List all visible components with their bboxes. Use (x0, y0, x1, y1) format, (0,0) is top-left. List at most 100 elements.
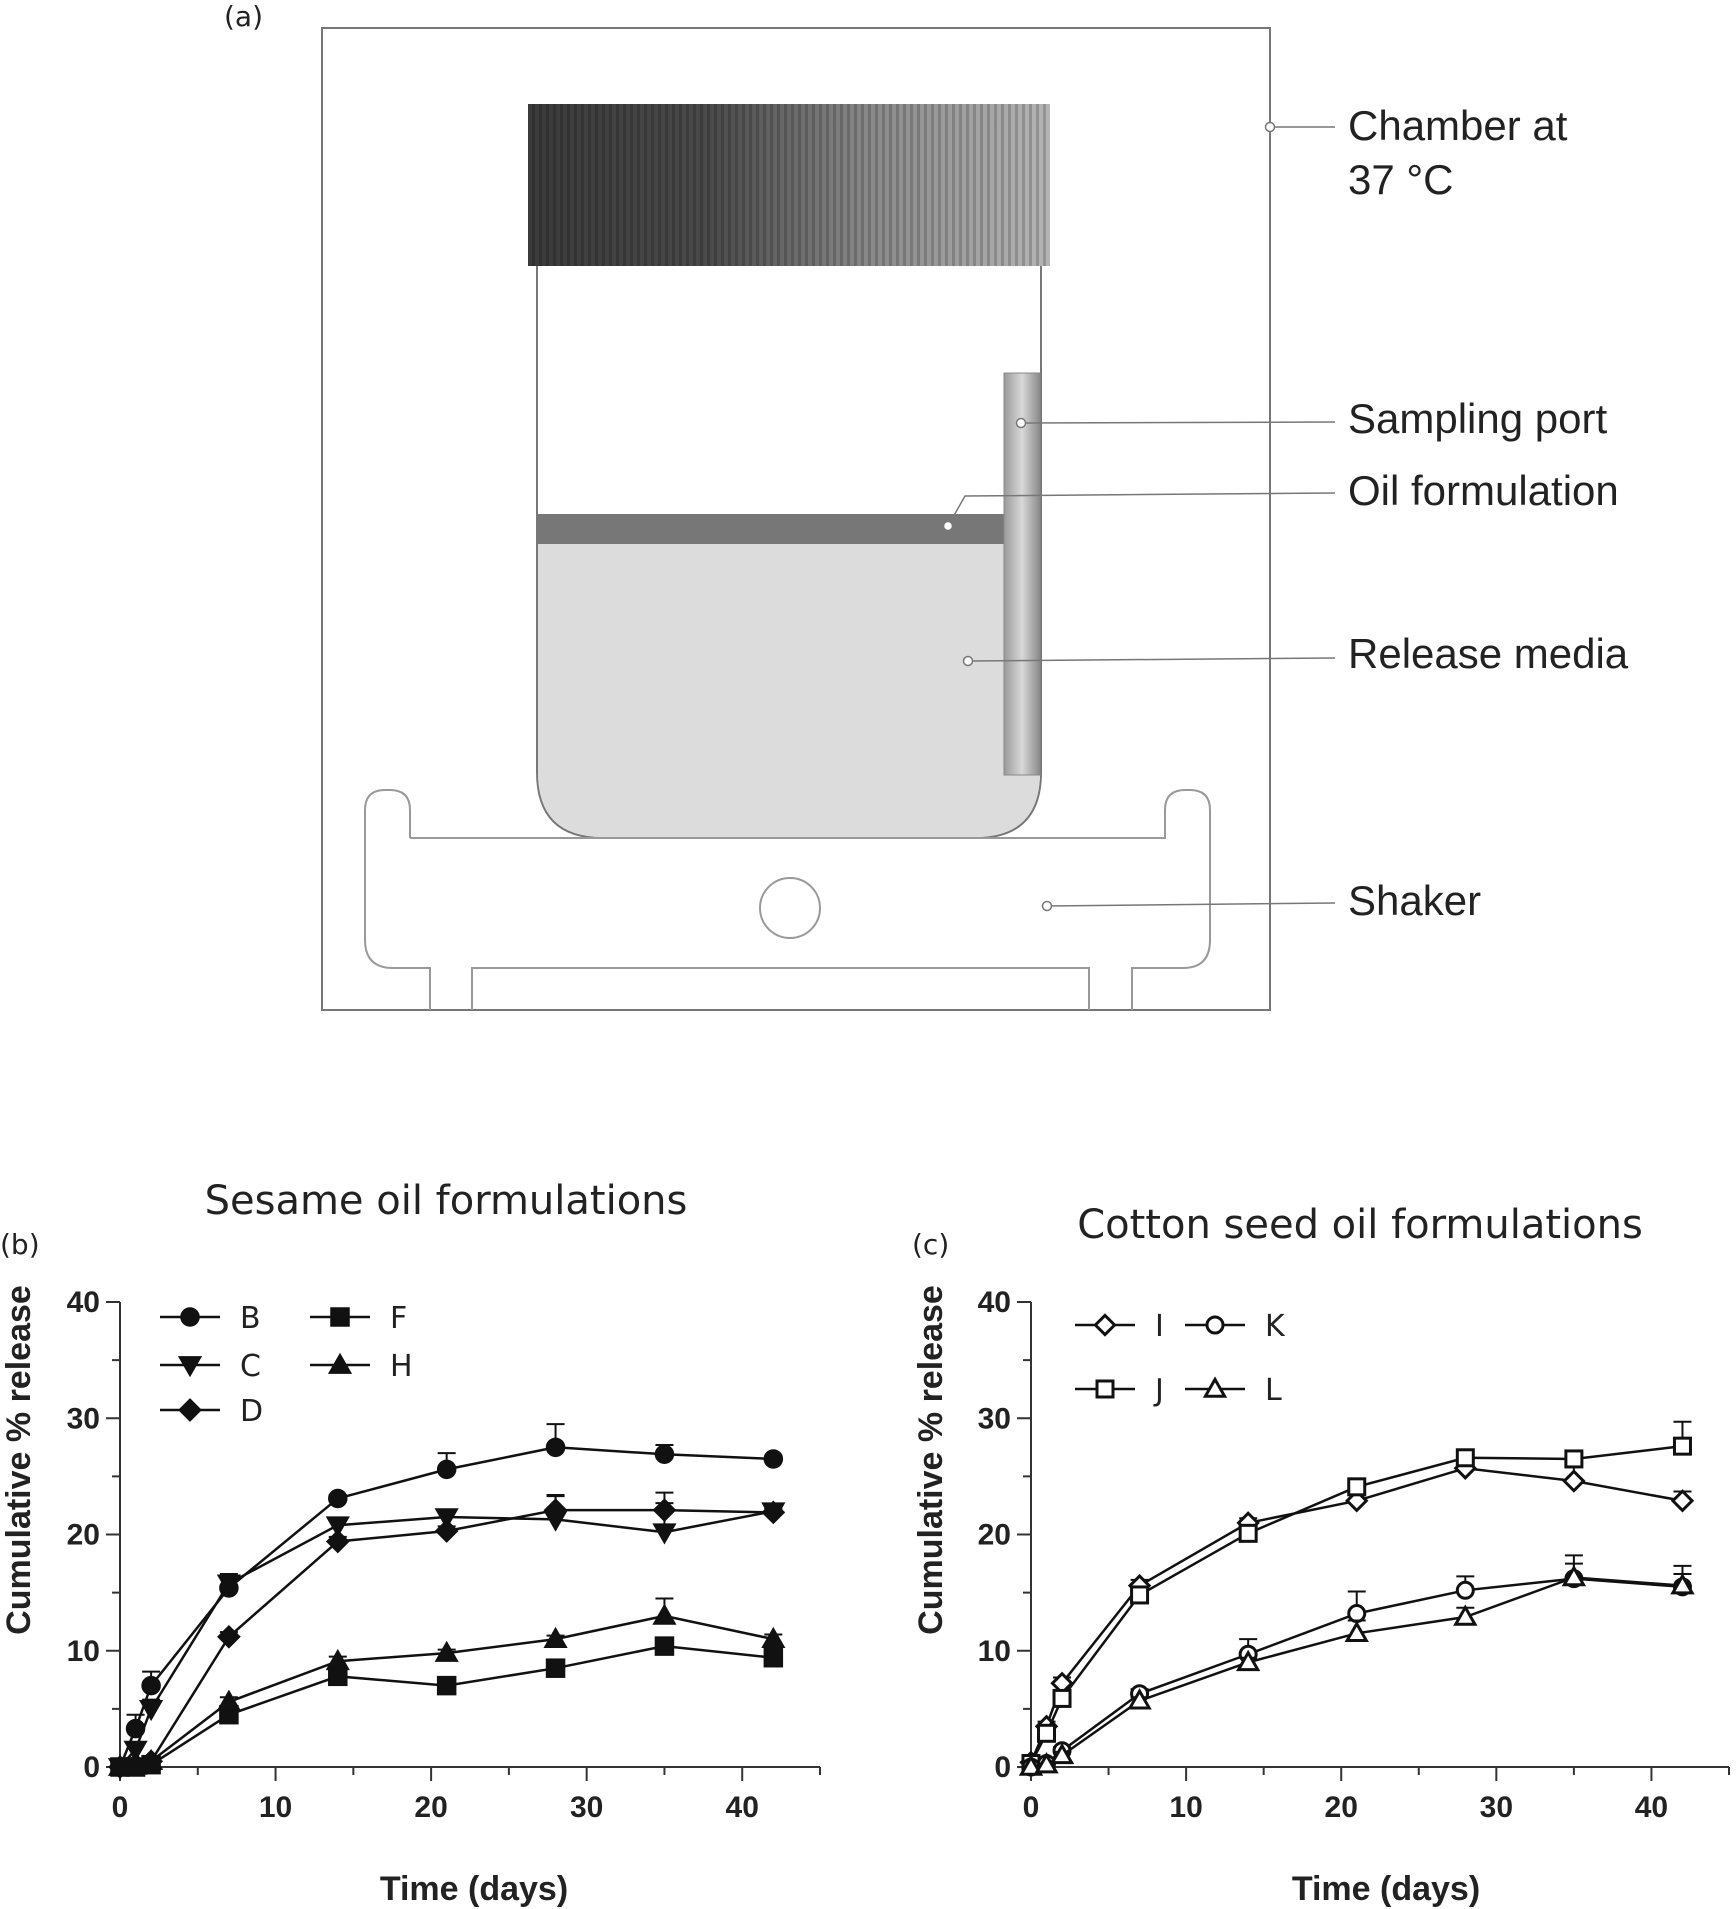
data-point (543, 1498, 568, 1522)
x-tick-label: 0 (112, 1791, 129, 1824)
legend-label: H (390, 1349, 413, 1384)
data-point (216, 1574, 241, 1596)
data-point (763, 1449, 784, 1469)
data-point (328, 1488, 348, 1509)
legend-label: C (240, 1349, 261, 1384)
legend-entry-H: H (310, 1349, 413, 1384)
data-point (1235, 1649, 1261, 1672)
label-release-media: Release media (1348, 630, 1629, 677)
data-point (652, 1498, 677, 1522)
y-tick-label: 40 (67, 1286, 100, 1319)
release-media-region (538, 543, 1040, 837)
data-point (1238, 1523, 1258, 1543)
y-tick-label: 20 (978, 1519, 1011, 1552)
series-K (1021, 1554, 1692, 1777)
data-point (1127, 1688, 1152, 1710)
shaker-outline (364, 789, 1211, 1010)
data-point (139, 1700, 164, 1722)
data-point (1455, 1580, 1475, 1600)
x-tick-label: 0 (1023, 1791, 1040, 1824)
legend-entry-J: J (1075, 1373, 1164, 1408)
legend-entry-K: K (1185, 1309, 1286, 1344)
legend-marker (178, 1398, 202, 1422)
y-tick-label: 30 (67, 1402, 100, 1435)
data-point (1037, 1723, 1057, 1743)
data-point (325, 1516, 350, 1538)
data-point (141, 1675, 161, 1696)
data-point (1564, 1449, 1584, 1469)
chart-cotton-seed-oil: Cotton seed oil formulations (c) Cumulat… (912, 1202, 1730, 1908)
legend-marker (1095, 1379, 1115, 1399)
label-sampling-port: Sampling port (1348, 395, 1607, 442)
legend-marker (180, 1307, 200, 1327)
panel-b-letter: (b) (0, 1228, 40, 1261)
data-point (545, 1658, 566, 1678)
data-point (1049, 1742, 1075, 1765)
chart-title: Cotton seed oil formulations (1077, 1202, 1643, 1248)
data-point (325, 1648, 350, 1671)
panel-c-letter: (c) (912, 1228, 949, 1261)
data-point (1670, 1489, 1695, 1513)
y-tick-label: 20 (67, 1519, 100, 1552)
data-point (1347, 1604, 1367, 1624)
chart-sesame-oil: Sesame oil formulations (b) Cumulative %… (0, 1178, 821, 1908)
legend-label: L (1265, 1373, 1282, 1408)
data-point (1344, 1620, 1369, 1643)
series-line (119, 1508, 774, 1769)
data-point (325, 1529, 350, 1554)
panel-a-letter: (a) (224, 0, 263, 33)
x-tick-label: 10 (1169, 1791, 1202, 1824)
legend-entry-C: C (160, 1349, 261, 1384)
data-point (1562, 1469, 1586, 1493)
legend-label: F (390, 1301, 407, 1336)
chamber-box (321, 27, 1271, 1011)
x-axis-title: Time (days) (1292, 1870, 1480, 1908)
label-chamber-temperature: 37 °C (1348, 156, 1454, 203)
legend-label: J (1153, 1373, 1164, 1408)
series-B (110, 1423, 784, 1777)
y-tick-label: 0 (83, 1751, 100, 1784)
data-point (1453, 1604, 1478, 1626)
series-H (107, 1597, 786, 1776)
y-axis-title: Cumulative % release (912, 1285, 950, 1635)
x-axis-title: Time (days) (380, 1870, 568, 1908)
series-J (1021, 1420, 1692, 1774)
data-point (761, 1626, 786, 1648)
y-axis-title: Cumulative % release (0, 1285, 38, 1635)
legend-entry-F: F (310, 1301, 407, 1336)
x-tick-label: 20 (1325, 1791, 1358, 1824)
data-point (654, 1636, 675, 1656)
legend-entry-L: L (1185, 1373, 1282, 1408)
legend-marker (1093, 1313, 1117, 1337)
legend-entry-B: B (160, 1301, 261, 1336)
series-line (118, 1446, 774, 1768)
series-L (1018, 1562, 1695, 1776)
data-point (652, 1523, 677, 1545)
data-point (545, 1437, 566, 1458)
legend-marker (330, 1307, 350, 1327)
data-point (434, 1640, 459, 1662)
x-tick-label: 20 (414, 1791, 447, 1824)
data-point (763, 1647, 784, 1668)
series-D (108, 1491, 786, 1779)
data-point (1347, 1477, 1367, 1497)
legend-label: D (240, 1394, 263, 1429)
data-point (107, 1754, 133, 1776)
x-tick-label: 40 (726, 1791, 759, 1824)
x-tick-label: 30 (1480, 1791, 1513, 1824)
data-point (1018, 1754, 1044, 1776)
data-point (434, 1508, 459, 1530)
y-tick-label: 10 (67, 1635, 100, 1668)
legend-marker (327, 1352, 353, 1374)
data-point (1130, 1585, 1150, 1605)
data-point (1670, 1573, 1695, 1595)
series-line (120, 1644, 774, 1769)
panel-a: (a) Chamber at 37 °C Sa (224, 0, 1629, 1011)
data-point (436, 1459, 457, 1480)
data-point (217, 1624, 241, 1649)
data-point (1561, 1564, 1587, 1587)
sampling-port-tube (1003, 372, 1041, 776)
legend-label: B (240, 1301, 261, 1336)
data-point (1455, 1448, 1475, 1468)
